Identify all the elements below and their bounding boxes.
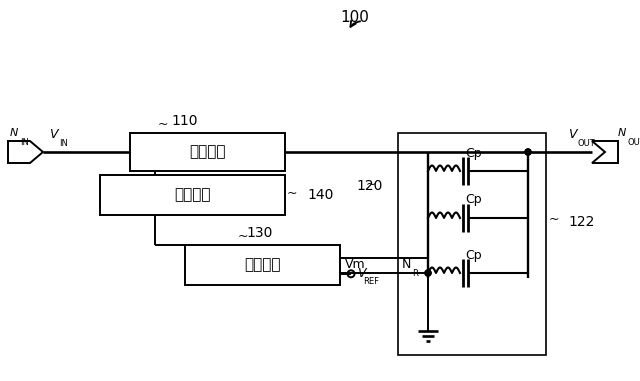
Bar — [100, 175, 285, 215]
Text: 比較回路: 比較回路 — [244, 258, 281, 272]
Text: 122: 122 — [568, 215, 595, 229]
Text: V: V — [568, 128, 576, 141]
Text: Cp: Cp — [465, 147, 482, 160]
Circle shape — [425, 270, 431, 276]
Bar — [398, 133, 546, 355]
Bar — [185, 245, 340, 285]
Text: V: V — [49, 128, 57, 141]
Text: N: N — [10, 128, 18, 138]
Text: ~: ~ — [287, 187, 297, 200]
Text: 100: 100 — [340, 11, 369, 26]
Text: ~: ~ — [157, 117, 168, 131]
Text: V: V — [357, 267, 365, 280]
Text: 変換回路: 変換回路 — [189, 144, 226, 160]
Text: 120: 120 — [356, 179, 383, 194]
Text: IN: IN — [59, 139, 68, 148]
Bar — [130, 133, 285, 171]
Circle shape — [425, 270, 431, 276]
Text: Vm: Vm — [345, 258, 365, 272]
Text: 140: 140 — [307, 188, 333, 202]
Text: 制御回路: 制御回路 — [174, 187, 211, 202]
Text: ~: ~ — [365, 178, 376, 191]
Text: OUT: OUT — [628, 138, 640, 147]
Text: REF: REF — [363, 277, 379, 286]
Text: OUT: OUT — [578, 139, 596, 148]
Text: IN: IN — [20, 138, 29, 147]
Circle shape — [525, 149, 531, 155]
Text: N: N — [618, 128, 626, 138]
Text: N: N — [401, 258, 411, 272]
Text: Cp: Cp — [465, 194, 482, 207]
Text: ~: ~ — [548, 213, 559, 226]
Circle shape — [525, 149, 531, 155]
Text: Cp: Cp — [465, 248, 482, 261]
Text: 110: 110 — [172, 114, 198, 128]
Text: R: R — [412, 269, 418, 278]
Text: 130: 130 — [247, 226, 273, 240]
Text: ~: ~ — [237, 229, 248, 242]
